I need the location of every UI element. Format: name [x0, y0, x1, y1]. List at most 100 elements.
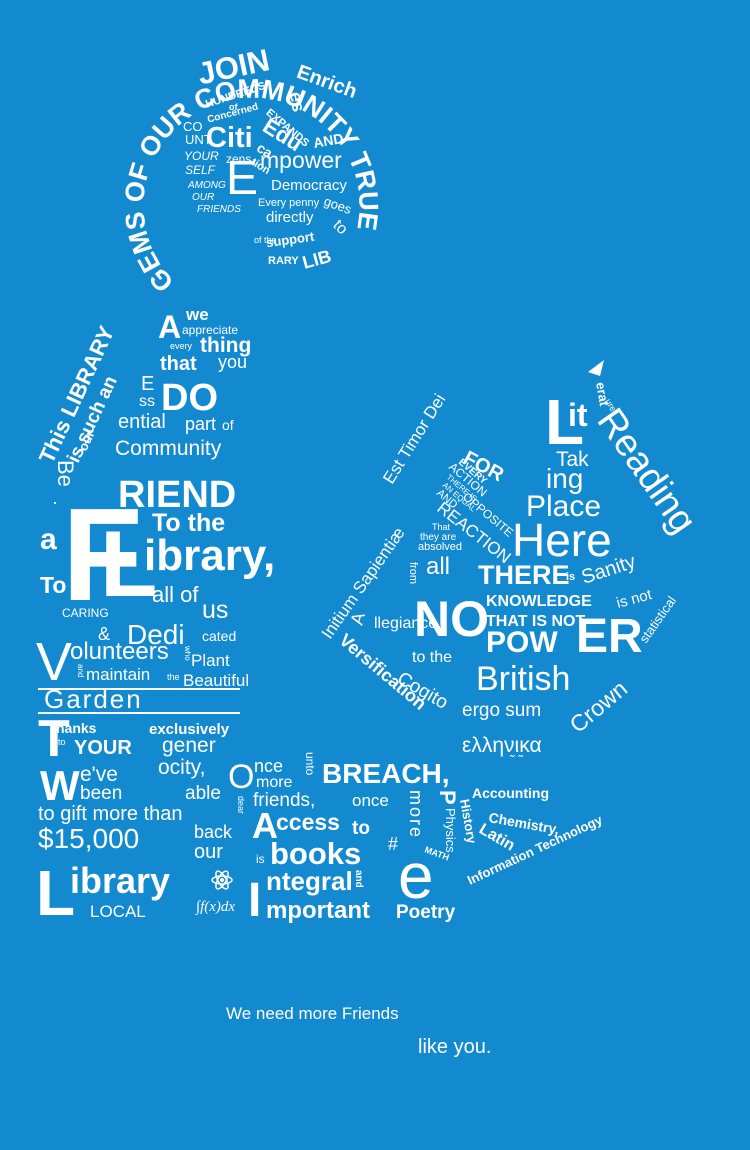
head-zens: zens — [226, 152, 251, 166]
book-llegiance: llegiance — [374, 615, 437, 632]
lap-breach: BREACH, — [322, 758, 450, 789]
book-absolved: absolved — [418, 541, 462, 553]
figure-v-big: V — [36, 632, 72, 692]
figure-to-small: to — [58, 737, 66, 747]
arrow-icon — [588, 360, 604, 376]
head-democracy: Democracy — [271, 177, 347, 194]
figure-beautiful: Beautiful — [183, 671, 249, 690]
lap-squiggle: ˜ ˜ — [509, 752, 524, 768]
lap-ccess: ccess — [276, 809, 340, 835]
figure-of: of — [222, 417, 234, 433]
figure-we: we — [185, 305, 209, 324]
lap-to: to — [352, 818, 370, 839]
head-goes: goes — [322, 193, 354, 217]
figure-you: you — [218, 352, 247, 372]
head-of-the: of the — [254, 235, 277, 245]
figure-maintain: maintain — [86, 665, 150, 684]
figure-our2: our — [194, 841, 223, 863]
book-ergo-sum: ergo sum — [462, 700, 541, 721]
book-is: is — [566, 571, 575, 583]
book-is-not: is not — [615, 586, 655, 612]
figure-f-big: F — [62, 481, 143, 628]
figure-back: back — [194, 822, 233, 842]
figure-community: Community — [115, 437, 222, 460]
book-to-the: to the — [412, 649, 452, 666]
figure-thing: thing — [200, 334, 251, 357]
tagline-line-2: like you. — [418, 1036, 492, 1058]
figure-l-big: L — [100, 511, 157, 616]
head-es: es — [286, 90, 309, 113]
figure-caring: CARING — [62, 606, 109, 620]
lap-nce: nce — [254, 756, 283, 776]
figure-ocity: ocity, — [158, 756, 205, 779]
lap-poetry-poe: Poetry — [396, 902, 456, 923]
head-your: YOUR — [184, 149, 219, 163]
figure-part: part — [185, 414, 216, 434]
lap-unto: unto — [303, 752, 317, 776]
lap-accounting: Accounting — [472, 785, 549, 801]
figure-garden-underline — [38, 712, 240, 714]
book-that-is-not: THAT IS NOT — [486, 613, 585, 630]
book-that: That — [432, 522, 451, 532]
lap-and: and — [353, 870, 364, 888]
head-lib: LIB — [300, 246, 333, 273]
figure-t-big: T — [38, 710, 70, 768]
figure-all-of: all of — [152, 582, 199, 607]
figure-to-gift: to gift more than — [38, 803, 183, 825]
figure-amount: $15,000 — [38, 823, 139, 854]
figure-that: that — [160, 353, 197, 375]
book-crown: Crown — [565, 675, 633, 738]
book-all: all — [426, 553, 450, 580]
figure-eve: e've — [80, 763, 118, 786]
head-citi: Citi — [206, 122, 253, 154]
figure-ss: ss — [139, 393, 155, 410]
figure-integral-formula: ∫f(x)dx — [195, 899, 235, 915]
book-lit-l: L — [545, 386, 584, 458]
book-pow: POW — [486, 626, 558, 659]
lap-p: P — [435, 790, 460, 805]
lap-ntegral: ntegral — [266, 866, 353, 896]
lap-o-big: O — [228, 758, 254, 796]
head-our: OUR — [192, 192, 214, 203]
figure-every: every — [170, 341, 193, 351]
figure-hanks: hanks — [56, 720, 97, 736]
book-a-big-rot: A — [347, 610, 369, 627]
lap-once: once — [352, 791, 389, 810]
head-of: of — [229, 102, 238, 112]
lap-books: books — [270, 836, 361, 871]
head-rary: RARY — [268, 255, 299, 267]
figure-gener: gener — [162, 734, 216, 757]
book-knowledge: KNOWLEDGE — [486, 593, 592, 610]
head-mpower: mpower — [260, 147, 342, 173]
lap-more: more — [256, 774, 293, 791]
figure-appreciate: appreciate — [182, 323, 238, 337]
figure-a-big: A — [158, 309, 181, 345]
book-british: British — [476, 660, 570, 698]
head-among: AMONG — [187, 180, 226, 191]
book-lit-it: it — [568, 397, 588, 433]
head-word-cloud: GEMS OF OUR COMMUNITY TRUE JOIN Enrich e… — [119, 42, 384, 298]
head-every-penny: Every penny — [258, 197, 320, 209]
figure-olunteers: olunteers — [70, 638, 169, 665]
tagline-line-1: We need more Friends — [226, 1004, 399, 1023]
lap-greek: ελληνικα — [462, 734, 542, 757]
figure-dedi: Dedi — [127, 619, 185, 650]
lap-e-big: e — [398, 840, 434, 912]
book-word-cloud: L it erat ure Reading FOR Tak ing Place … — [318, 360, 704, 738]
figure-e: E — [141, 373, 154, 395]
figure-a: a — [40, 523, 57, 556]
book-est-timor-dei: Est Timor Dei — [379, 391, 449, 488]
figure-be: Be — [53, 460, 78, 487]
lap-is: is — [256, 852, 265, 866]
book-from: from — [407, 562, 419, 584]
head-support: support — [265, 229, 316, 251]
lap-a-big: A — [252, 805, 278, 846]
head-e-big: E — [226, 152, 258, 205]
head-co: CO — [183, 119, 203, 134]
head-friends: FRIENDS — [197, 204, 241, 215]
figure-w-big: W — [40, 762, 80, 809]
figure-ibrary: ibrary, — [144, 531, 275, 580]
book-here: Here — [512, 514, 612, 566]
head-and: AND — [312, 130, 345, 151]
